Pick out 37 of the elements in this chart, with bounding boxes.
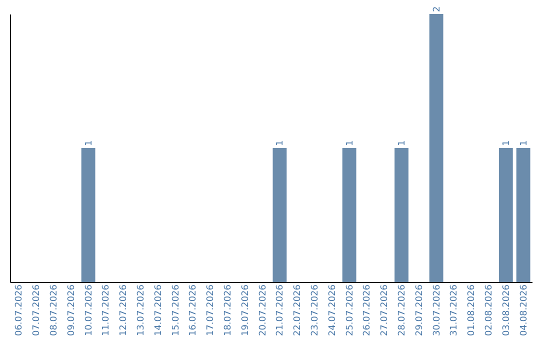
x-tick-label: 15.07.2026	[171, 284, 182, 336]
x-tick-label: 06.07.2026	[14, 284, 25, 336]
x-tick-label: 01.08.2026	[467, 284, 478, 336]
x-tick-label: 12.07.2026	[119, 284, 130, 336]
x-tick-label: 30.07.2026	[432, 284, 442, 336]
x-tick-label: 31.07.2026	[450, 284, 460, 336]
data-label: 1	[502, 140, 512, 146]
x-tick-label: 21.07.2026	[276, 284, 286, 336]
x-tick-label: 25.07.2026	[345, 284, 356, 336]
x-tick-label: 29.07.2026	[414, 284, 425, 336]
x-tick-label: 02.08.2026	[484, 284, 494, 336]
data-label: 1	[519, 140, 530, 146]
x-tick-label: 17.07.2026	[206, 284, 216, 336]
x-tick-label: 07.07.2026	[32, 284, 42, 336]
x-tick-label: 22.07.2026	[293, 284, 304, 336]
data-label: 2	[432, 6, 442, 12]
x-tick-label: 10.07.2026	[84, 284, 94, 336]
x-tick-label: 24.07.2026	[328, 284, 338, 336]
data-label: 1	[345, 140, 356, 146]
x-tick-label: 09.07.2026	[66, 284, 77, 336]
x-tick-label: 13.07.2026	[136, 284, 146, 336]
x-tick-label: 26.07.2026	[362, 284, 373, 336]
x-tick-label: 28.07.2026	[398, 284, 408, 336]
data-label: 1	[276, 140, 286, 146]
x-tick-label: 04.08.2026	[519, 284, 530, 336]
x-tick-label: 19.07.2026	[240, 284, 251, 336]
x-tick-label: 16.07.2026	[188, 284, 199, 336]
x-tick-label: 18.07.2026	[224, 284, 234, 336]
data-label: 1	[84, 140, 94, 146]
x-tick-label: 27.07.2026	[380, 284, 390, 336]
x-tick-label: 23.07.2026	[310, 284, 320, 336]
x-tick-label: 11.07.2026	[102, 284, 112, 336]
x-tick-label: 20.07.2026	[258, 284, 268, 336]
x-tick-label: 14.07.2026	[154, 284, 164, 336]
x-tick-label: 03.08.2026	[502, 284, 512, 336]
x-tick-label: 08.07.2026	[50, 284, 60, 336]
data-label: 1	[398, 140, 408, 146]
